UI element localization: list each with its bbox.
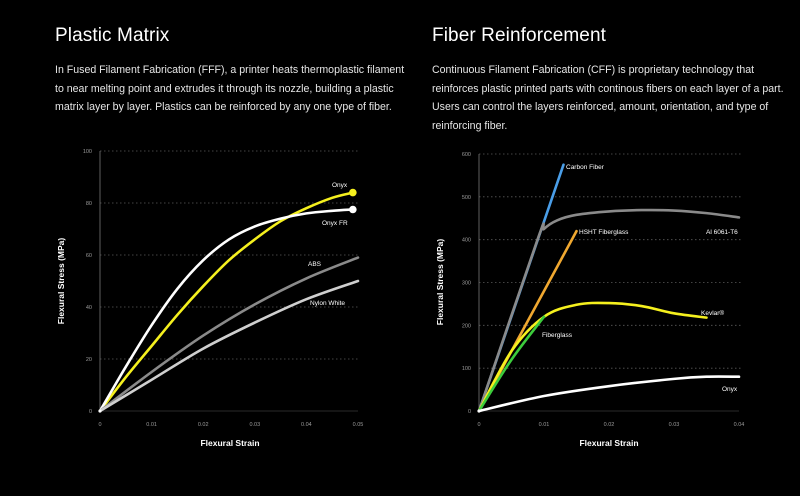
x-tick-label: 0.05 <box>353 422 364 428</box>
x-axis-title: Flexural Strain <box>200 438 259 448</box>
x-tick-label: 0.04 <box>301 422 312 428</box>
x-tick-label: 0.03 <box>249 422 260 428</box>
y-tick-label: 600 <box>462 152 471 158</box>
series-line-nylon-white <box>98 279 360 413</box>
x-tick-label: 0 <box>477 422 480 428</box>
series-end-marker-onyx <box>349 188 357 197</box>
y-axis-title: Flexural Stress (MPa) <box>435 239 445 326</box>
series-line-kevlar <box>477 301 708 413</box>
y-axis-title: Flexural Stress (MPa) <box>56 238 66 325</box>
series-label-onyx: Onyx <box>722 386 738 393</box>
series-label-hsht-fiberglass: HSHT Fiberglass <box>579 229 629 236</box>
x-tick-label: 0.03 <box>669 422 680 428</box>
x-axis-title: Flexural Strain <box>579 438 638 448</box>
y-tick-label: 80 <box>86 201 92 207</box>
series-line-onyx <box>477 375 741 413</box>
panel-title: Fiber Reinforcement <box>432 25 607 46</box>
y-tick-label: 40 <box>86 305 92 311</box>
series-label-carbon-fiber: Carbon Fiber <box>566 164 605 171</box>
x-tick-label: 0.02 <box>604 422 615 428</box>
panel-title: Plastic Matrix <box>55 25 170 46</box>
series-label-onyx-fr: Onyx FR <box>322 220 348 227</box>
y-tick-label: 20 <box>86 357 92 363</box>
y-tick-label: 400 <box>462 238 471 244</box>
panel-description: Continuous Filament Fabrication (CFF) is… <box>432 64 784 132</box>
origin-point <box>98 409 102 413</box>
y-tick-label: 0 <box>89 409 92 415</box>
series-line-al-6061-t6 <box>477 208 741 413</box>
x-tick-label: 0.02 <box>198 422 209 428</box>
y-tick-label: 300 <box>462 281 471 287</box>
series-label-onyx: Onyx <box>332 182 348 189</box>
y-tick-label: 100 <box>462 366 471 372</box>
series-label-nylon-white: Nylon White <box>310 300 345 307</box>
series-line-fiberglass <box>477 315 546 413</box>
y-tick-label: 200 <box>462 323 471 329</box>
series-line-onyx <box>98 191 355 413</box>
y-tick-label: 100 <box>83 149 92 155</box>
y-tick-label: 0 <box>468 409 471 415</box>
origin-point <box>477 409 481 413</box>
series-label-kevlar: Kevlar® <box>701 309 724 317</box>
series-line-onyx-fr <box>98 208 355 413</box>
x-tick-label: 0.01 <box>539 422 550 428</box>
y-tick-label: 60 <box>86 253 92 259</box>
series-label-abs: ABS <box>308 261 322 268</box>
x-tick-label: 0 <box>98 422 101 428</box>
x-tick-label: 0.04 <box>734 422 745 428</box>
y-tick-label: 500 <box>462 195 471 201</box>
panel-description: In Fused Filament Fabrication (FFF), a p… <box>55 64 405 114</box>
series-label-fiberglass: Fiberglass <box>542 332 573 339</box>
fiber-reinforcement-panel: Fiber Reinforcement Continuous Filament … <box>432 0 792 135</box>
series-label-al-6061-t6: Al 6061-T6 <box>706 229 738 236</box>
series-line-abs <box>98 256 360 413</box>
x-tick-label: 0.01 <box>146 422 157 428</box>
plastic-matrix-panel: Plastic Matrix In Fused Filament Fabrica… <box>55 0 415 117</box>
series-end-marker-onyx-fr <box>349 205 357 214</box>
